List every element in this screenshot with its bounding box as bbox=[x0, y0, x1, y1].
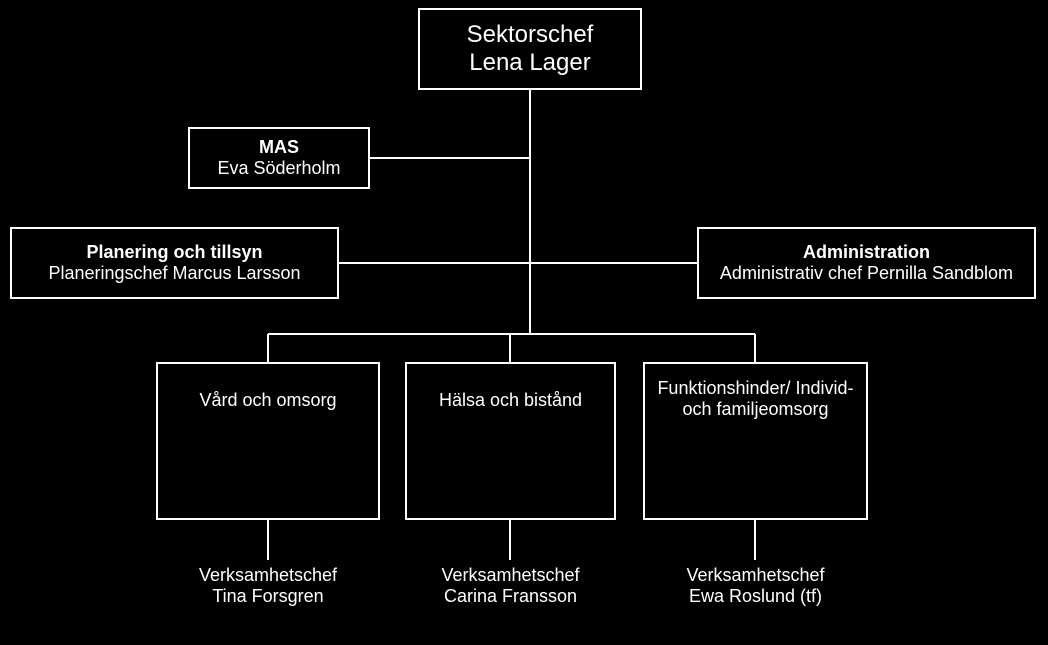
node-dept2-title: Hälsa och bistånd bbox=[439, 390, 582, 411]
node-dept1-title: Vård och omsorg bbox=[199, 390, 336, 411]
footer-dept1: Verksamhetschef Tina Forsgren bbox=[156, 565, 380, 607]
node-admin-subtitle: Administrativ chef Pernilla Sandblom bbox=[720, 263, 1013, 284]
node-root-title: Sektorschef bbox=[467, 21, 594, 49]
node-dept3-title: Funktionshinder/ Individ- och familjeoms… bbox=[655, 378, 856, 420]
footer-dept1-line2: Tina Forsgren bbox=[156, 586, 380, 607]
node-planning-title: Planering och tillsyn bbox=[86, 242, 262, 263]
node-root: Sektorschef Lena Lager bbox=[418, 8, 642, 90]
node-planning: Planering och tillsyn Planeringschef Mar… bbox=[10, 227, 339, 299]
footer-dept1-line1: Verksamhetschef bbox=[156, 565, 380, 586]
node-dept1: Vård och omsorg bbox=[156, 362, 380, 520]
footer-dept2-line1: Verksamhetschef bbox=[405, 565, 616, 586]
node-dept3: Funktionshinder/ Individ- och familjeoms… bbox=[643, 362, 868, 520]
node-mas: MAS Eva Söderholm bbox=[188, 127, 370, 189]
node-mas-subtitle: Eva Söderholm bbox=[217, 158, 340, 179]
org-connectors bbox=[0, 0, 1048, 645]
node-admin-title: Administration bbox=[803, 242, 930, 263]
footer-dept3-line1: Verksamhetschef bbox=[643, 565, 868, 586]
node-mas-title: MAS bbox=[259, 137, 299, 158]
node-planning-subtitle: Planeringschef Marcus Larsson bbox=[48, 263, 300, 284]
node-root-subtitle: Lena Lager bbox=[469, 49, 590, 77]
footer-dept3-line2: Ewa Roslund (tf) bbox=[643, 586, 868, 607]
footer-dept3: Verksamhetschef Ewa Roslund (tf) bbox=[643, 565, 868, 607]
node-dept2: Hälsa och bistånd bbox=[405, 362, 616, 520]
node-admin: Administration Administrativ chef Pernil… bbox=[697, 227, 1036, 299]
footer-dept2: Verksamhetschef Carina Fransson bbox=[405, 565, 616, 607]
footer-dept2-line2: Carina Fransson bbox=[405, 586, 616, 607]
